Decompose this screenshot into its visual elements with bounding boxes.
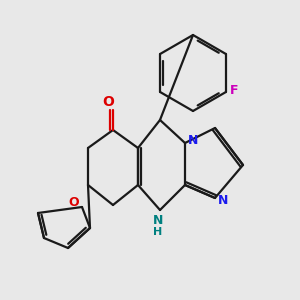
Text: O: O	[69, 196, 79, 208]
Text: F: F	[230, 83, 238, 97]
Text: H: H	[153, 227, 163, 237]
Text: N: N	[218, 194, 228, 206]
Text: O: O	[102, 95, 114, 109]
Text: N: N	[153, 214, 163, 226]
Text: N: N	[188, 134, 198, 148]
